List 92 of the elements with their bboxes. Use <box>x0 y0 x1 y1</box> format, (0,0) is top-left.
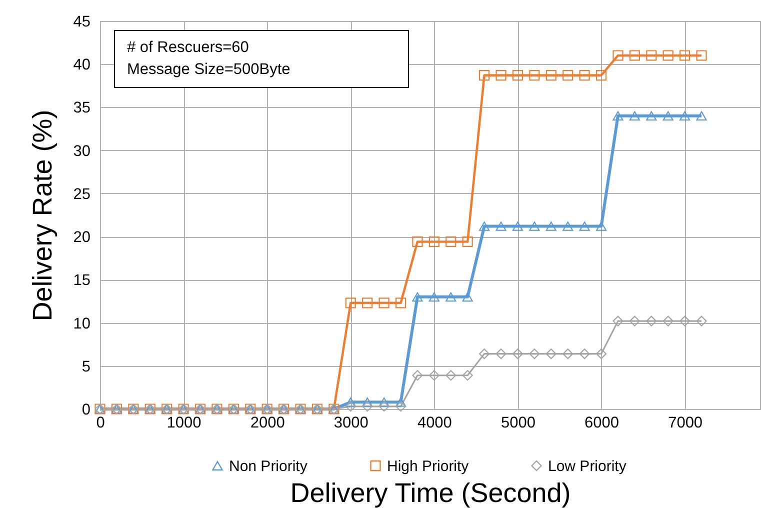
point <box>512 348 524 360</box>
point <box>362 401 373 412</box>
y-tick-label: 25 <box>73 186 90 203</box>
point <box>512 222 524 231</box>
point <box>529 70 540 81</box>
y-tick-label: 5 <box>82 358 90 376</box>
x-tick-label: 0 <box>96 414 106 432</box>
point <box>579 70 590 81</box>
point <box>562 222 574 231</box>
point <box>345 397 356 407</box>
point <box>496 222 506 231</box>
y-tick-label: 15 <box>73 272 90 290</box>
point <box>629 50 640 61</box>
point <box>496 348 506 360</box>
text-box: # of Rescuers=60 Message Size=500Byte <box>114 30 409 88</box>
point <box>362 298 373 308</box>
x-tick-label: 5000 <box>500 414 536 432</box>
y-tick-label: 40 <box>73 56 91 74</box>
y-tick-label: 10 <box>73 315 91 332</box>
point <box>395 397 406 407</box>
point <box>629 316 640 326</box>
point <box>662 316 674 326</box>
y-tick-label: 20 <box>73 229 91 246</box>
point <box>680 111 690 120</box>
point <box>629 111 640 120</box>
point <box>529 222 540 231</box>
point <box>680 50 690 61</box>
point <box>479 222 490 231</box>
point <box>612 50 624 61</box>
point <box>496 70 506 81</box>
y-tick-label: 30 <box>73 142 91 160</box>
point <box>512 70 524 81</box>
point <box>428 370 440 381</box>
point <box>479 70 490 81</box>
point <box>596 70 607 81</box>
point <box>646 316 657 326</box>
point <box>446 370 456 381</box>
point <box>696 316 707 326</box>
point <box>345 401 356 412</box>
point <box>562 348 574 360</box>
point <box>612 111 624 120</box>
point <box>579 222 590 231</box>
point <box>562 70 574 81</box>
annotation: Message Size=500Byte <box>127 60 292 80</box>
y-tick-label: 35 <box>73 100 90 117</box>
point <box>662 50 674 61</box>
x-tick-label: 1000 <box>166 414 202 432</box>
point <box>596 348 607 360</box>
point <box>428 292 440 302</box>
legend-label: Non Priority <box>229 458 308 475</box>
point <box>378 401 390 412</box>
y-tick-label: 45 <box>73 14 90 30</box>
point <box>680 316 690 326</box>
point <box>412 236 423 248</box>
point <box>479 348 490 360</box>
point <box>446 236 456 248</box>
point <box>696 111 707 120</box>
legend-label: Low Priority <box>548 458 627 475</box>
point <box>529 348 540 360</box>
point <box>646 50 657 61</box>
point <box>362 397 373 407</box>
y-axis-title: Delivery Rate (%) <box>27 110 58 322</box>
point <box>462 292 473 302</box>
point <box>546 222 556 231</box>
point <box>579 348 590 360</box>
point <box>462 370 473 381</box>
x-tick-label: 3000 <box>334 414 369 432</box>
point <box>345 298 356 308</box>
point <box>395 298 406 308</box>
point <box>662 111 674 120</box>
x-tick-label: 4000 <box>417 414 452 432</box>
point <box>696 50 707 61</box>
point <box>395 401 406 412</box>
point <box>428 236 440 248</box>
point <box>546 348 556 360</box>
point <box>412 370 423 381</box>
x-axis-title: Delivery Time (Second) <box>290 478 571 508</box>
x-tick-label: 2000 <box>250 414 286 432</box>
point <box>612 316 624 326</box>
point <box>378 298 390 308</box>
annotation: # of Rescuers=60 <box>127 38 250 58</box>
point <box>546 70 556 81</box>
y-tick-label: 0 <box>82 402 91 418</box>
point <box>596 222 607 231</box>
x-tick-label: 6000 <box>584 414 620 432</box>
point <box>646 111 657 120</box>
legend-label: High Priority <box>387 458 470 475</box>
x-tick-label: 7000 <box>668 414 703 432</box>
point <box>462 236 473 248</box>
point <box>446 292 456 302</box>
point <box>412 292 423 302</box>
point <box>378 397 390 407</box>
